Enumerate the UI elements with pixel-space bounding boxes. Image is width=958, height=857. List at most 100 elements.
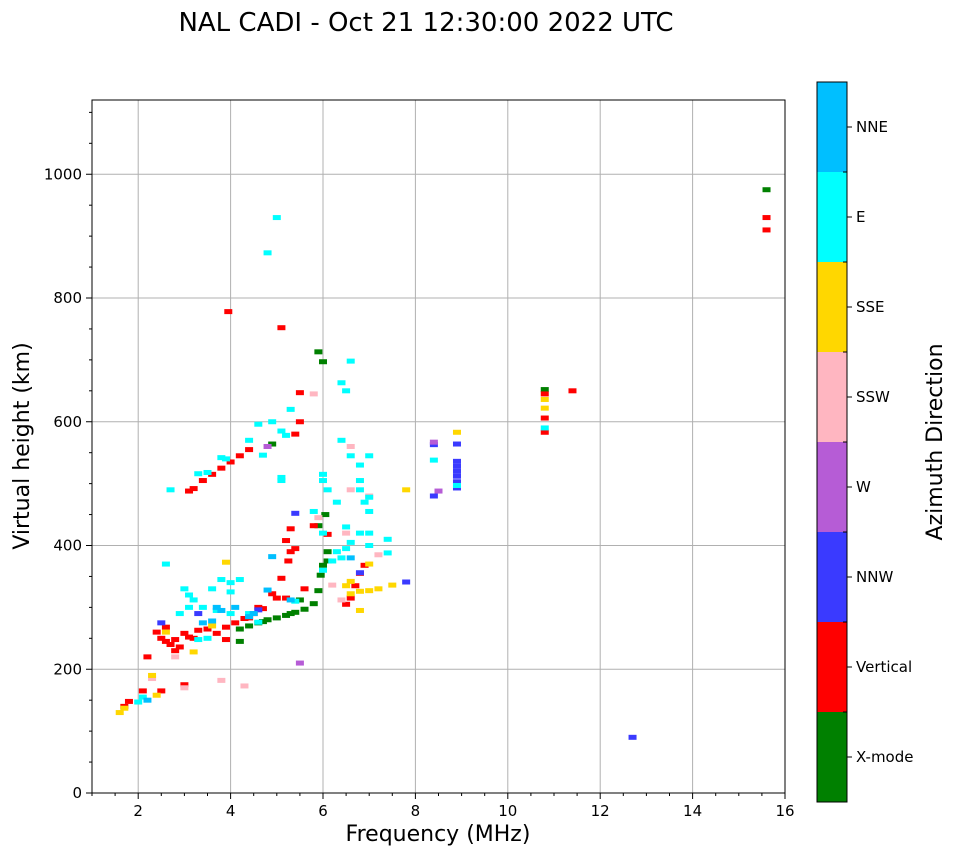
data-point [157, 635, 166, 641]
data-point [263, 250, 272, 256]
x-tick-label: 2 [133, 802, 143, 820]
data-point [429, 457, 438, 463]
data-point [224, 309, 233, 315]
data-point [314, 515, 323, 521]
data-point [268, 591, 277, 597]
data-point [346, 591, 355, 597]
data-point [185, 634, 194, 640]
data-point [134, 699, 143, 705]
data-point [342, 530, 351, 536]
data-point [568, 388, 577, 394]
data-point [365, 494, 374, 500]
x-tick-label: 6 [318, 802, 328, 820]
data-point [254, 421, 263, 427]
x-tick-label: 8 [411, 802, 421, 820]
data-point [319, 359, 327, 365]
data-point [221, 624, 230, 630]
data-point [540, 429, 549, 435]
data-point [268, 441, 277, 447]
data-point [208, 471, 217, 477]
data-point [365, 530, 374, 536]
data-point [180, 682, 189, 688]
data-point [282, 538, 291, 544]
data-point [194, 611, 203, 617]
colorbar-label: NNE [856, 118, 888, 136]
chart-title: NAL CADI - Oct 21 12:30:00 2022 UTC [178, 8, 673, 38]
data-point [295, 660, 304, 666]
data-point [166, 642, 175, 647]
data-point [258, 619, 267, 625]
data-point [277, 575, 286, 581]
series-sse [115, 396, 549, 716]
data-point [175, 611, 184, 617]
colorbar-label: Vertical [856, 658, 912, 676]
data-point [254, 607, 263, 613]
series-vertical [120, 215, 771, 709]
colorbar-frame [816, 81, 848, 803]
data-point [628, 734, 637, 740]
data-point [268, 419, 277, 425]
data-point [157, 620, 166, 626]
data-point [360, 562, 369, 568]
data-point [328, 582, 337, 588]
data-point [198, 620, 207, 626]
data-point [452, 468, 461, 474]
data-point [314, 588, 323, 594]
data-point [540, 425, 549, 431]
data-point [346, 578, 355, 584]
y-tick-label: 200 [53, 660, 82, 678]
colorbar-segment [817, 262, 847, 352]
data-point [540, 396, 549, 402]
colorbar-segment [817, 712, 847, 802]
data-point [198, 604, 207, 610]
data-point [291, 546, 300, 552]
data-marks [115, 187, 771, 740]
data-point [337, 437, 346, 443]
data-point [217, 465, 226, 471]
data-point [161, 561, 170, 567]
data-point [286, 526, 295, 532]
data-point [383, 550, 392, 556]
data-point [762, 187, 771, 193]
data-point [355, 462, 364, 468]
data-point [540, 405, 549, 411]
x-tick-label: 14 [683, 802, 702, 820]
data-point [323, 549, 332, 555]
data-point [429, 439, 438, 445]
data-point [291, 431, 300, 437]
data-point [295, 419, 304, 425]
data-point [161, 638, 170, 644]
data-point [231, 604, 240, 610]
data-point [342, 583, 351, 589]
data-point [249, 611, 258, 617]
data-point [212, 607, 221, 613]
data-point [452, 482, 461, 488]
data-point [337, 380, 346, 386]
data-point [374, 586, 383, 592]
data-point [309, 523, 318, 529]
data-point [148, 676, 157, 682]
data-point [189, 597, 198, 603]
data-point [194, 637, 203, 643]
data-point [309, 508, 318, 514]
data-point [245, 447, 254, 453]
data-point [120, 705, 129, 711]
data-point [355, 588, 364, 594]
data-point [217, 607, 226, 613]
data-point [291, 598, 300, 604]
data-point [217, 455, 226, 461]
data-point [208, 586, 217, 592]
data-point [346, 358, 355, 364]
data-point [272, 615, 281, 621]
data-point [189, 486, 198, 492]
data-point [208, 623, 217, 629]
data-point [180, 586, 189, 592]
data-point [314, 523, 323, 529]
data-point [258, 452, 267, 458]
data-point [309, 391, 318, 397]
data-point [452, 429, 461, 435]
data-point [328, 558, 337, 564]
data-point [355, 530, 364, 536]
data-point [263, 617, 272, 623]
data-point [245, 437, 254, 443]
